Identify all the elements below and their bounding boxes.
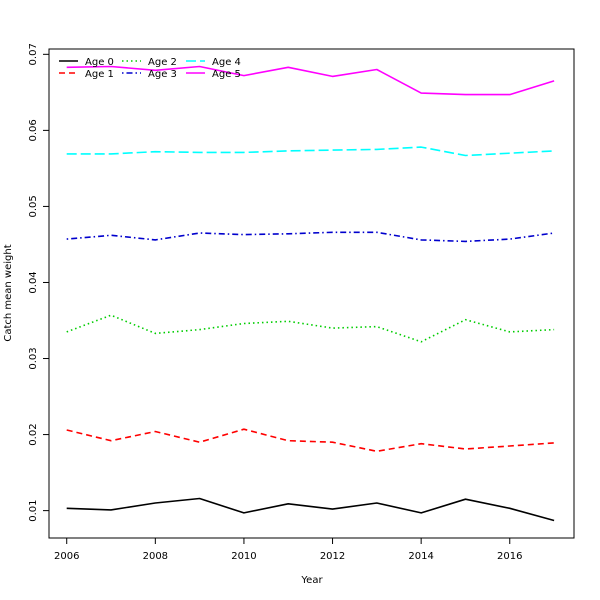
series-line-age-5 [66,65,555,96]
y-axis: 0.01 0.02 0.03 0.04 0.05 0.06 0.07 [28,43,49,522]
legend-label-age-5: Age 5 [212,69,241,80]
y-tick-label-0.06: 0.06 [28,119,39,141]
legend-label-age-0: Age 0 [85,57,114,68]
series-line-age-2 [66,314,555,343]
legend-label-age-3: Age 3 [148,69,177,80]
series-line-age-4 [66,146,555,157]
y-tick-label-0.05: 0.05 [28,195,39,217]
x-tick-label-2006: 2006 [54,551,79,562]
legend-label-age-4: Age 4 [212,57,241,68]
x-axis: 2006 2008 2010 2012 2014 2016 [54,538,522,562]
x-axis-title: Year [300,575,323,586]
x-tick-label-2014: 2014 [408,551,433,562]
y-axis-title: Catch mean weight [3,244,14,341]
y-tick-label-0.02: 0.02 [28,423,39,445]
legend-label-age-2: Age 2 [148,57,177,68]
series-line-age-3 [66,231,555,243]
x-tick-label-2008: 2008 [143,551,168,562]
series-line-age-1 [66,428,555,453]
y-tick-label-0.07: 0.07 [28,43,39,65]
legend-label-age-1: Age 1 [85,69,114,80]
y-tick-label-0.01: 0.01 [28,499,39,521]
x-tick-label-2016: 2016 [497,551,522,562]
x-tick-label-2010: 2010 [231,551,256,562]
series-layer [66,65,555,522]
series-line-age-0 [66,497,555,522]
x-tick-label-2012: 2012 [320,551,345,562]
y-tick-label-0.03: 0.03 [28,347,39,369]
plot-frame [48,48,575,539]
y-tick-label-0.04: 0.04 [28,271,39,293]
